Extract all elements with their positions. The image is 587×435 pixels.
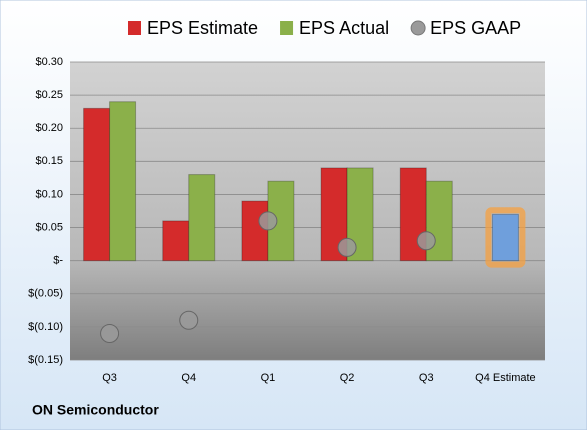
x-tick-label: Q4	[181, 372, 196, 384]
bar	[162, 220, 190, 262]
bar	[188, 174, 216, 262]
y-tick-label: $0.20	[35, 122, 63, 134]
y-tick-label: $(0.15)	[28, 354, 63, 366]
y-tick-label: $(0.05)	[28, 288, 63, 300]
x-tick-label: Q3	[419, 372, 434, 384]
x-tick-label: Q4 Estimate	[475, 372, 536, 384]
bar	[399, 167, 427, 262]
legend-label: EPS Estimate	[147, 18, 258, 38]
y-tick-label: $(0.10)	[28, 321, 63, 333]
x-tick-label: Q1	[261, 372, 276, 384]
x-tick-label: Q3	[102, 372, 117, 384]
gaap-point	[258, 211, 278, 231]
legend-label: EPS Actual	[299, 18, 389, 38]
bar	[241, 200, 269, 262]
gaap-point	[337, 237, 357, 257]
x-tick-label: Q2	[340, 372, 355, 384]
legend-marker	[280, 21, 294, 35]
y-tick-label: $0.15	[35, 155, 63, 167]
y-tick-label: $0.05	[35, 221, 63, 233]
footer: ON Semiconductor	[32, 402, 159, 418]
bar	[109, 101, 137, 262]
legend-marker	[128, 21, 141, 35]
legend-label: EPS GAAP	[430, 18, 521, 38]
gaap-point	[100, 324, 120, 344]
y-tick-label: $0.10	[35, 188, 63, 200]
highlight-glow	[485, 207, 526, 268]
bar	[83, 107, 111, 262]
gaap-point	[179, 310, 199, 330]
gaap-point	[416, 231, 436, 251]
y-tick-label: $0.30	[35, 56, 63, 68]
legend-marker	[410, 20, 426, 36]
y-tick-label: $-	[53, 255, 63, 267]
bar	[491, 213, 519, 262]
y-tick-label: $0.25	[35, 89, 63, 101]
plot-area	[70, 62, 545, 360]
